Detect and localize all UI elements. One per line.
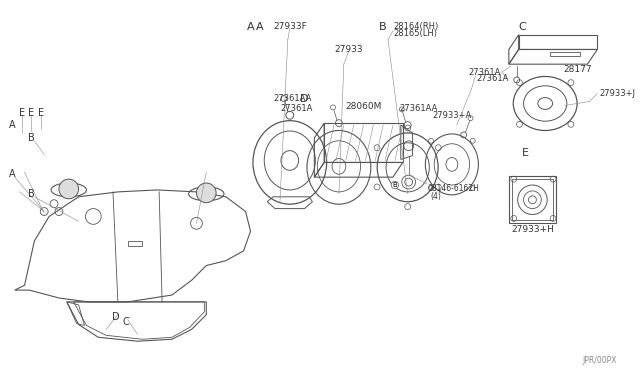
Text: E: E <box>522 148 529 158</box>
Text: 28177: 28177 <box>563 65 592 74</box>
Text: B: B <box>380 22 387 32</box>
Text: A: A <box>255 22 263 32</box>
Text: C: C <box>122 317 129 327</box>
Text: JPR/00PX: JPR/00PX <box>582 356 616 365</box>
Text: B: B <box>392 182 397 188</box>
Text: 28060M: 28060M <box>345 102 381 111</box>
Text: 27933+A: 27933+A <box>432 111 472 120</box>
Text: A: A <box>8 169 15 179</box>
Bar <box>512 179 553 220</box>
Text: D: D <box>300 94 308 103</box>
Bar <box>128 241 143 246</box>
Text: 27361A: 27361A <box>280 104 312 113</box>
Text: 27361A: 27361A <box>468 68 501 77</box>
Text: 27933+J: 27933+J <box>599 89 636 98</box>
Bar <box>509 176 556 223</box>
Circle shape <box>196 183 216 203</box>
Text: B: B <box>28 189 35 199</box>
Text: 27933F: 27933F <box>273 22 307 31</box>
Text: 28164(RH): 28164(RH) <box>393 22 438 31</box>
Text: 28165(LH): 28165(LH) <box>393 29 437 38</box>
Text: B: B <box>28 133 35 143</box>
Text: 08146-6162H: 08146-6162H <box>428 185 479 193</box>
Text: 27361AA: 27361AA <box>273 94 312 103</box>
Text: E: E <box>38 108 44 118</box>
Circle shape <box>59 179 79 199</box>
Text: 27933: 27933 <box>335 45 363 54</box>
Text: (4): (4) <box>430 192 441 201</box>
Text: D: D <box>112 312 120 322</box>
Text: C: C <box>519 22 527 32</box>
Text: A: A <box>8 120 15 130</box>
Text: E: E <box>19 108 25 118</box>
Text: E: E <box>28 108 35 118</box>
Text: 27361AA: 27361AA <box>400 104 438 113</box>
Text: 27933+H: 27933+H <box>511 225 554 234</box>
Bar <box>550 52 580 56</box>
Text: A: A <box>246 22 254 32</box>
Text: 27361A: 27361A <box>476 74 509 83</box>
